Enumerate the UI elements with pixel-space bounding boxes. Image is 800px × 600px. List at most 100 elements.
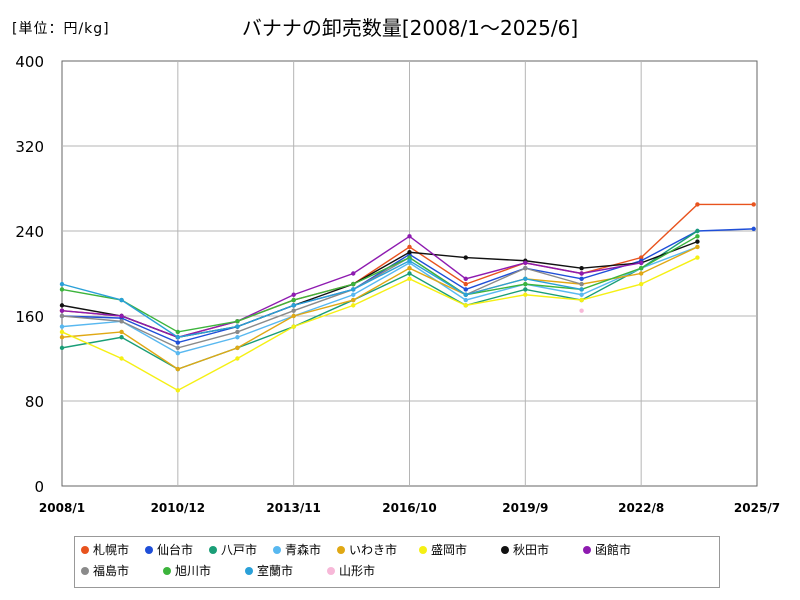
legend-marker — [501, 545, 509, 554]
data-point — [407, 244, 412, 250]
data-point — [291, 292, 296, 297]
x-tick-label: 2022/8 — [618, 501, 664, 515]
legend-marker — [209, 545, 217, 554]
legend-label: 福島市 — [93, 564, 130, 578]
data-point — [638, 281, 644, 287]
data-point — [291, 324, 296, 329]
x-tick-label: 2019/9 — [502, 501, 548, 515]
series-10 — [59, 234, 700, 335]
series-line — [61, 230, 698, 370]
data-point — [463, 287, 468, 292]
data-point — [407, 258, 412, 263]
legend-marker — [81, 566, 89, 575]
x-tick-label: 2010/12 — [151, 501, 205, 515]
legend-marker — [419, 545, 427, 554]
data-point — [463, 281, 468, 287]
data-point — [523, 281, 528, 287]
data-point — [59, 324, 65, 329]
data-point — [351, 292, 356, 297]
data-point — [579, 276, 584, 282]
data-point — [579, 287, 584, 292]
y-tick-label: 400 — [15, 53, 44, 71]
legend-label: 盛岡市 — [431, 543, 468, 557]
data-point — [579, 308, 584, 313]
series-line — [61, 235, 698, 333]
data-point — [351, 297, 356, 303]
series-line — [61, 259, 582, 338]
legend-label: 室蘭市 — [257, 564, 294, 578]
legend-marker — [337, 545, 345, 554]
data-point — [119, 297, 124, 303]
legend-item: 盛岡市 — [419, 541, 495, 558]
data-point — [695, 244, 700, 250]
legend-item: 函館市 — [583, 541, 659, 558]
x-tick-label: 2013/11 — [266, 501, 320, 515]
data-point — [235, 356, 240, 361]
data-point — [638, 265, 644, 271]
data-point — [751, 202, 756, 207]
data-point — [579, 281, 584, 287]
y-tick-label: 240 — [15, 223, 44, 241]
data-point — [695, 228, 700, 234]
series-line — [61, 256, 698, 392]
data-point — [579, 297, 584, 303]
data-point — [523, 260, 528, 266]
data-point — [235, 335, 240, 340]
data-point — [695, 202, 700, 207]
data-point — [119, 356, 124, 361]
chart-title-text: バナナの卸売数量[2008/1～2025/6] — [241, 16, 579, 40]
series-12 — [579, 308, 584, 313]
data-point — [351, 287, 356, 292]
data-point — [751, 226, 756, 232]
y-tick-label: 320 — [15, 138, 44, 156]
data-point — [579, 271, 584, 276]
data-point — [119, 319, 124, 324]
data-point — [59, 287, 65, 292]
legend-marker — [583, 545, 591, 554]
y-tick-label: 160 — [15, 308, 44, 326]
data-point — [59, 303, 65, 308]
data-point — [175, 388, 181, 393]
data-point — [235, 319, 240, 324]
data-point — [59, 329, 65, 335]
data-point — [235, 345, 240, 351]
data-point — [579, 292, 584, 297]
data-point — [175, 329, 181, 335]
data-point — [291, 308, 296, 313]
data-point — [463, 292, 468, 297]
data-point — [175, 335, 181, 340]
series-6 — [59, 255, 700, 393]
x-tick-label: 2016/10 — [382, 501, 436, 515]
legend-label: 山形市 — [339, 564, 376, 578]
series-line — [61, 246, 698, 354]
legend-item: 青森市 — [273, 541, 331, 558]
data-point — [463, 255, 468, 260]
data-point — [523, 265, 528, 271]
legend-label: 函館市 — [595, 543, 632, 557]
legend-marker — [163, 566, 171, 575]
data-point — [351, 281, 356, 287]
data-point — [119, 313, 124, 319]
unit-label: [単位：円/kg] — [12, 21, 110, 37]
data-point — [291, 313, 296, 319]
data-point — [523, 287, 528, 292]
legend-item: 室蘭市 — [245, 562, 321, 579]
data-point — [235, 324, 240, 329]
data-point — [175, 340, 181, 345]
data-point — [638, 255, 644, 260]
data-point — [463, 303, 468, 308]
data-point — [175, 350, 181, 356]
data-point — [638, 271, 644, 276]
y-tick-label: 0 — [34, 478, 44, 496]
data-point — [463, 297, 468, 303]
series-line — [61, 256, 582, 349]
legend-item: 札幌市 — [81, 541, 139, 558]
data-point — [175, 366, 181, 372]
y-tick-label: 80 — [25, 393, 44, 411]
data-point — [407, 271, 412, 276]
chart-title: バナナの卸売数量[2008/1～2025/6] — [0, 12, 800, 41]
data-point — [523, 276, 528, 282]
data-point — [407, 276, 412, 282]
legend-item: 仙台市 — [145, 541, 203, 558]
legend-label: 札幌市 — [93, 543, 130, 557]
